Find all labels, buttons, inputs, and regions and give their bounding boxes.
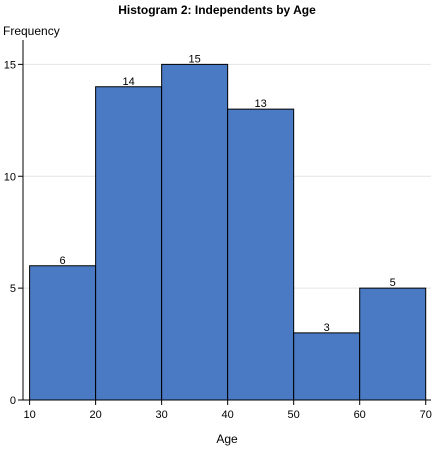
bars [29,63,427,401]
x-tick-label: 60 [354,409,366,421]
y-axis-label: Frequency [3,24,60,38]
histogram-bar [95,86,163,401]
bar-value-label: 3 [324,322,330,334]
axes: 0 5 10 15 10 20 30 40 50 60 70 [4,40,432,421]
x-tick-label: 30 [156,409,168,421]
y-tick-label: 0 [10,395,16,407]
data-labels: 6 14 15 13 3 5 [60,53,396,334]
bar-value-label: 6 [60,255,66,267]
y-tick-label: 5 [10,283,16,295]
x-tick-label: 70 [420,409,432,421]
bar-value-label: 15 [189,53,201,65]
bar-value-label: 14 [123,76,135,88]
histogram-bar [293,332,361,401]
x-axis-label: Age [216,432,238,446]
y-tick-label: 15 [4,59,16,71]
chart-title: Histogram 2: Independents by Age [118,3,316,17]
histogram-bar [29,265,97,401]
histogram-bar [227,108,295,401]
bar-value-label: 5 [390,277,396,289]
histogram-bar [161,63,229,401]
histogram-bar [359,287,427,401]
x-tick-label: 50 [288,409,300,421]
y-tick-label: 10 [4,171,16,183]
bar-value-label: 13 [255,98,267,110]
x-tick-label: 40 [222,409,234,421]
x-tick-label: 10 [23,409,35,421]
x-tick-label: 20 [89,409,101,421]
